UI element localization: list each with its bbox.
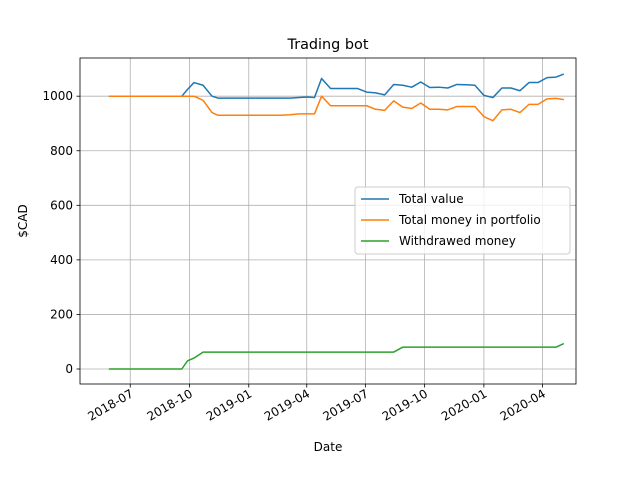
y-tick-label: 600 (50, 198, 73, 212)
y-tick-label: 400 (50, 253, 73, 267)
series-line-3 (108, 342, 565, 370)
y-tick-label: 200 (50, 307, 73, 321)
chart-title: Trading bot (287, 37, 369, 53)
legend-label: Withdrawed money (399, 234, 516, 248)
y-tick-labels: 0 200 400 600 800 1000 (42, 89, 73, 376)
legend-label: Total value (398, 192, 464, 206)
y-tick-label: 1000 (42, 89, 73, 103)
series-line-2 (108, 95, 564, 122)
legend: Total value Total money in portfolio Withd… (354, 186, 571, 255)
legend-box (354, 186, 571, 255)
series-lines (108, 73, 565, 370)
x-axis-label: Date (314, 440, 343, 454)
plot-frame (79, 57, 577, 385)
y-tick-label: 0 (65, 362, 73, 376)
y-tick-label: 800 (50, 144, 73, 158)
series-line-1 (108, 73, 565, 99)
legend-label: Total money in portfolio (398, 213, 541, 227)
y-axis-label: $CAD (16, 204, 30, 237)
tick-marks (76, 95, 543, 388)
